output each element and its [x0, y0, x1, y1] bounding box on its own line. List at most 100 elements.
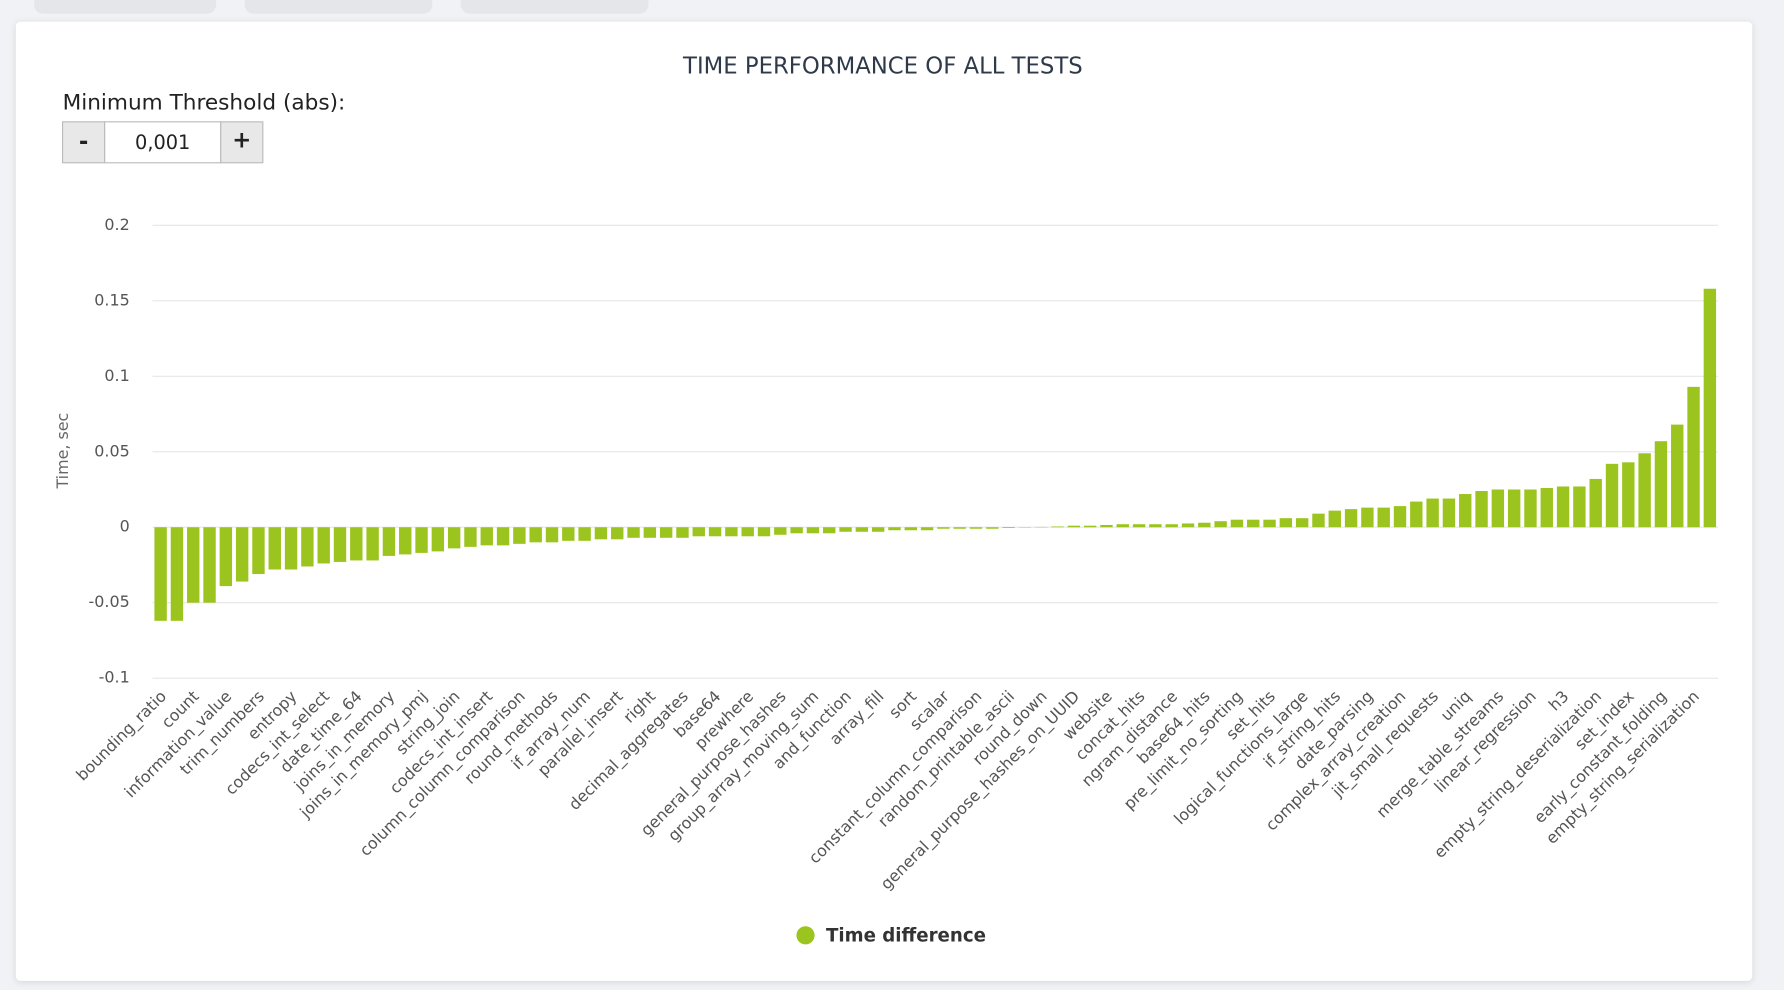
- y-tick-label: 0.15: [94, 290, 129, 309]
- bar: [1573, 486, 1586, 528]
- bar: [1295, 518, 1309, 528]
- y-tick-label: 0.1: [104, 366, 129, 385]
- bar: [1002, 527, 1015, 528]
- bar: [920, 527, 934, 531]
- bar: [659, 527, 673, 538]
- bar: [333, 527, 347, 562]
- y-axis-label: Time, sec: [53, 413, 72, 490]
- bar: [806, 527, 820, 534]
- bar: [676, 527, 689, 538]
- bar: [268, 527, 281, 570]
- bar: [187, 527, 200, 603]
- bar: [480, 527, 493, 546]
- y-tick-label: 0.05: [94, 441, 129, 460]
- bar: [513, 527, 526, 544]
- bar: [1556, 486, 1570, 528]
- bar: [774, 527, 787, 535]
- bar: [839, 527, 852, 532]
- bar: [986, 527, 999, 529]
- bar: [1703, 288, 1717, 528]
- chart-title: TIME PERFORMANCE OF ALL TESTS: [682, 54, 1083, 80]
- bar: [1507, 489, 1521, 528]
- bar: [1654, 441, 1668, 528]
- bar: [1540, 487, 1553, 528]
- bar: [871, 527, 885, 532]
- bar: [855, 527, 869, 532]
- bar: [823, 527, 836, 534]
- bar: [1524, 489, 1537, 528]
- bar: [1671, 424, 1684, 528]
- bar: [1263, 519, 1276, 528]
- bar: [1475, 491, 1488, 528]
- bar: [1442, 498, 1456, 528]
- bar: [529, 527, 542, 543]
- bar: [1312, 513, 1325, 528]
- bar: [562, 527, 575, 541]
- plus-button[interactable]: [220, 121, 264, 164]
- bar: [953, 527, 966, 529]
- bar: [1638, 453, 1651, 528]
- bar: [284, 527, 298, 570]
- y-tick-label: 0.2: [104, 215, 129, 234]
- bar: [904, 527, 917, 531]
- bar: [578, 527, 591, 541]
- bar: [969, 527, 983, 529]
- bar: [1083, 525, 1097, 528]
- bar: [464, 527, 477, 547]
- bar: [1344, 509, 1358, 528]
- bar: [415, 527, 428, 553]
- bar: [350, 527, 363, 561]
- bar: [1361, 507, 1374, 528]
- bar: [170, 527, 184, 621]
- bar: [627, 527, 640, 538]
- tab[interactable]: [34, 0, 217, 14]
- card: [15, 21, 1753, 981]
- bar: [1214, 521, 1227, 528]
- bar: [1459, 494, 1472, 528]
- bar: [594, 527, 608, 540]
- bar: [1426, 498, 1439, 528]
- bar: [1410, 501, 1423, 528]
- bar: [235, 527, 249, 582]
- bar: [1605, 463, 1619, 528]
- bar: [790, 527, 803, 534]
- bar: [1230, 519, 1244, 528]
- legend-marker: [796, 926, 815, 945]
- bar: [447, 527, 461, 549]
- threshold-value: 0,001: [135, 131, 190, 154]
- bar: [1149, 524, 1162, 528]
- bar: [317, 527, 330, 564]
- plus-label: +: [232, 128, 251, 154]
- bar: [399, 527, 412, 555]
- bar: [382, 527, 396, 556]
- tab[interactable]: [244, 0, 433, 14]
- bar: [692, 527, 705, 537]
- bar: [757, 527, 771, 537]
- bar: [154, 527, 167, 621]
- bar: [1491, 489, 1505, 528]
- bar: [1100, 524, 1113, 528]
- bar: [496, 527, 510, 546]
- bar: [643, 527, 657, 538]
- y-tick-label: 0: [120, 517, 130, 536]
- bar: [301, 527, 314, 567]
- y-tick-label: -0.1: [99, 668, 130, 687]
- bar: [1198, 522, 1211, 528]
- bar: [545, 527, 559, 543]
- bar: [1328, 510, 1341, 528]
- bar: [1589, 478, 1602, 528]
- bar: [725, 527, 738, 537]
- bar: [1393, 506, 1407, 528]
- threshold-label: Minimum Threshold (abs):: [63, 91, 346, 116]
- threshold-input[interactable]: [104, 121, 222, 164]
- bar: [1067, 525, 1081, 528]
- bar: [1132, 524, 1146, 528]
- tab[interactable]: [460, 0, 649, 14]
- bar: [1116, 524, 1129, 528]
- bar: [708, 527, 722, 537]
- bar: [1622, 462, 1635, 528]
- bar: [1165, 524, 1178, 528]
- bar: [1247, 519, 1260, 528]
